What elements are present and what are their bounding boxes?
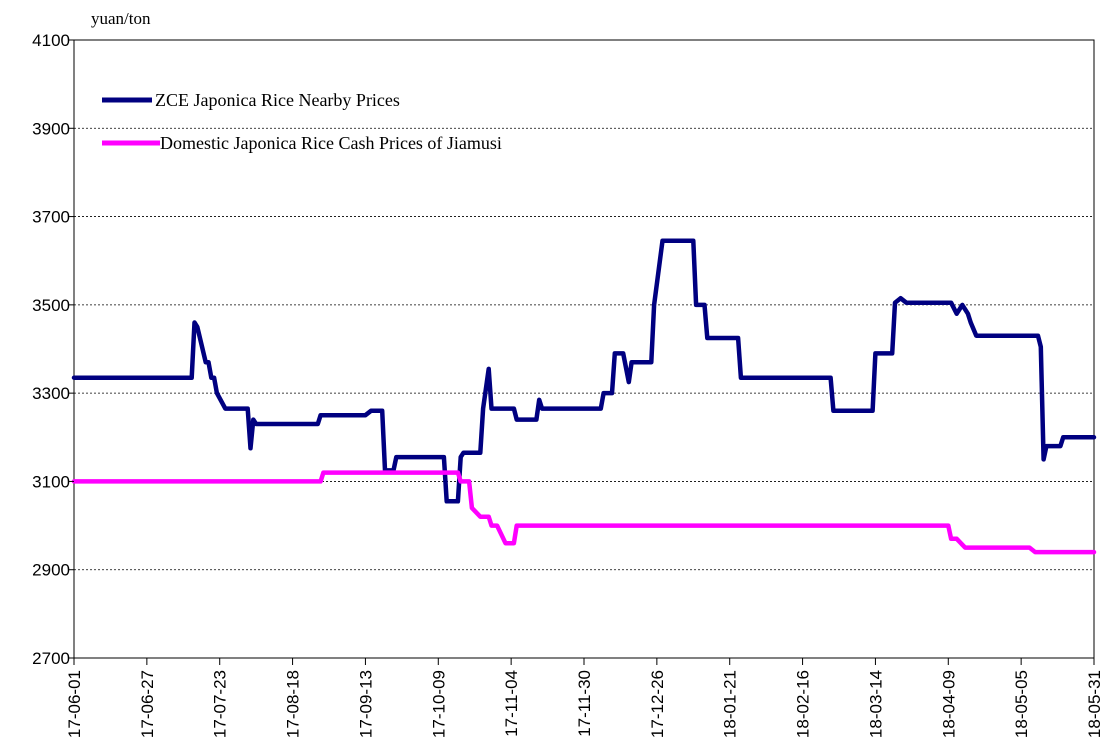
x-tick-label-18-04-09: 18-04-09 [939,670,958,737]
x-tick-label-18-01-21: 18-01-21 [721,670,740,737]
y-axis: 2700 2900 3100 3300 3500 3700 3900 4100 [32,31,74,668]
y-tick-label-2900: 2900 [32,561,70,580]
y-tick-label-3100: 3100 [32,472,70,491]
x-tick-label-17-11-04: 17-11-04 [502,670,521,737]
x-tick-label-17-09-13: 17-09-13 [356,670,375,737]
series-lines [71,238,1097,555]
y-axis-unit-label: yuan/ton [91,9,151,28]
legend-label-jiamusi: Domestic Japonica Rice Cash Prices of Ji… [160,133,502,153]
x-tick-label-17-07-23: 17-07-23 [211,670,230,737]
y-tick-label-2700: 2700 [32,649,70,668]
y-tick-label-3700: 3700 [32,208,70,227]
y-tick-label-3900: 3900 [32,119,70,138]
legend: ZCE Japonica Rice Nearby Prices Domestic… [102,90,502,153]
x-tick-label-18-05-05: 18-05-05 [1012,670,1031,737]
x-tick-label-17-06-01: 17-06-01 [65,670,84,737]
x-tick-label-18-03-14: 18-03-14 [866,670,885,737]
x-tick-label-17-08-18: 17-08-18 [284,670,303,737]
legend-label-zce: ZCE Japonica Rice Nearby Prices [155,90,400,110]
x-tick-label-17-12-26: 17-12-26 [648,670,667,737]
grid-lines [74,127,1094,571]
x-tick-label-18-02-16: 18-02-16 [794,670,813,737]
y-tick-label-3500: 3500 [32,296,70,315]
x-tick-label-18-05-31: 18-05-31 [1085,670,1104,737]
x-tick-label-17-10-09: 17-10-09 [429,670,448,737]
x-tick-label-17-06-27: 17-06-27 [138,670,157,737]
y-tick-label-3300: 3300 [32,384,70,403]
series-line-1 [71,470,1097,555]
x-tick-label-17-11-30: 17-11-30 [575,670,594,737]
series-line-0 [71,238,1097,504]
y-tick-label-4100: 4100 [32,31,70,50]
x-axis: 17-06-01 17-06-27 17-07-23 17-08-18 17-09-13… [65,658,1104,737]
